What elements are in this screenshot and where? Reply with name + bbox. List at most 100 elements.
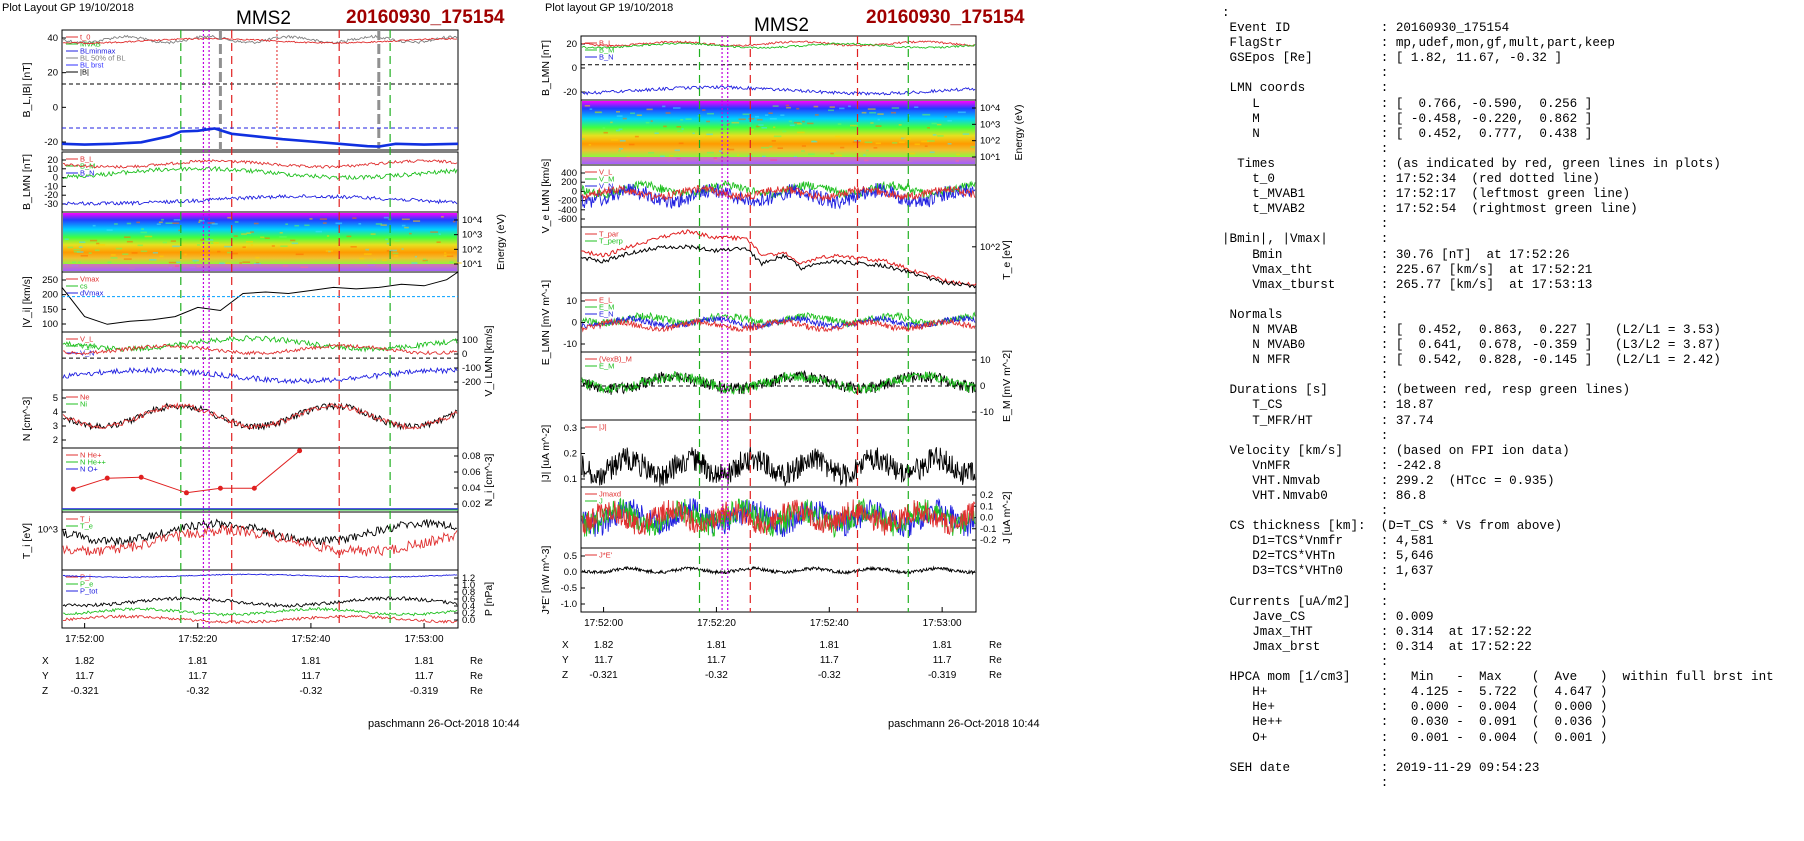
spectrogram-texture [149,259,157,261]
spectrogram-texture [234,221,239,223]
spectrogram-texture [937,135,944,137]
y-tick-label: 0 [980,381,985,392]
he-plus-plus-point [138,474,144,480]
spectrogram-texture [947,143,952,145]
spectrogram-texture [449,261,454,263]
spectrogram-texture [162,241,167,244]
position-value: -0.321 [70,686,99,697]
y-tick-label: 3 [53,421,58,432]
spectrogram-texture [648,152,655,154]
spectrogram-texture [756,125,760,128]
legend-entry: E_M [599,303,614,312]
info-line: FlagStr : mp,udef,mon,gf,mult,part,keep [1222,36,1615,51]
position-value: -0.321 [589,670,618,681]
spectrogram-texture [645,121,650,124]
y-tick-label: 10 [47,164,58,175]
spectrogram-texture [761,127,767,129]
y-axis-label: B_L,|B| [nT] [21,62,33,117]
spectrogram-texture [869,111,877,114]
energy-spectrogram [63,213,457,271]
spectrogram-texture [380,224,387,226]
spectrogram-texture [290,239,296,242]
spectrogram-texture [423,258,427,261]
legend-entry: B_L [599,39,612,48]
spectrogram-texture [319,218,327,220]
x-tick-label: 17:52:40 [810,618,849,629]
spectrogram-texture [852,141,861,143]
spectrogram-texture [615,129,621,132]
middle-footer: paschmann 26-Oct-2018 10:44 [888,718,1040,730]
spectrogram-texture [211,223,218,225]
y-tick-label: 0.6 [462,594,475,605]
position-unit: Re [470,656,483,667]
x-tick-label: 17:53:00 [923,618,962,629]
info-line: : [1222,428,1389,443]
y-tick-label: 20 [566,39,577,50]
spectrogram-texture [861,111,867,114]
legend-entry: E_L [599,296,612,305]
legend-entry: J*E' [599,551,613,560]
spectrogram-texture [264,237,270,239]
spectrogram-texture [365,248,369,251]
spectrogram-texture [582,138,585,140]
he-plus-plus-point [183,490,189,496]
spectrogram-texture [165,222,173,224]
spectrogram-texture [322,222,327,224]
legend-entry: B_M [599,46,614,55]
spectrogram-texture [956,153,960,156]
legend-entry: E_N [599,310,614,319]
y-tick-label: 5 [53,393,58,404]
spectrogram-texture [947,120,952,122]
info-line: : [1222,655,1389,670]
y-tick-label: 100 [42,319,58,330]
spectrogram-texture [78,261,81,264]
info-line: |Bmin|, |Vmax| : [1222,232,1389,247]
position-row-label: X [562,640,569,651]
position-value: 1.81 [707,640,727,651]
info-line: Jave_CS : 0.009 [1222,609,1434,624]
spectrogram-texture [674,149,680,152]
legend-entry: B_L [80,155,93,164]
spectrogram-texture [210,242,214,244]
info-line: T_CS : 18.87 [1222,398,1434,413]
y-tick-label: 0.2 [564,449,577,460]
y-tick-label: 0.2 [462,608,475,619]
spectrogram-texture [178,229,182,232]
y-tick-label: 20 [47,155,58,166]
info-line: : [1222,504,1389,519]
y-tick-label: 0.06 [462,467,481,478]
spectrogram-texture [373,258,376,261]
panel-frame [61,271,459,333]
info-line: He+ : 0.000 - 0.004 ( 0.000 ) [1222,700,1608,715]
spectrogram-texture [830,150,836,152]
position-value: 1.81 [932,640,952,651]
spectrogram-texture [750,128,754,131]
spectrogram-texture [802,120,805,123]
legend-entry: BL brst [80,61,104,70]
he-plus-plus-point [297,448,303,454]
position-value: 1.81 [820,640,840,651]
spectrogram-texture [622,117,627,120]
event-info-panel: : Event ID : 20160930_175154 FlagStr : m… [1222,6,1800,796]
spectrogram-texture [197,244,201,246]
info-line: D2=TCS*VHTn : 5,646 [1222,549,1434,564]
spectrogram-texture [789,124,795,127]
spectrogram-texture [223,262,231,264]
spectrogram-texture [200,239,205,241]
y-axis-label: J [uA m^-2] [1001,491,1013,543]
y-tick-label: -100 [462,363,481,374]
spectrogram-texture [927,140,935,142]
spectrogram-texture [280,245,288,247]
legend-entry: T_par [599,230,619,239]
series-line [63,343,458,356]
spectrogram-texture [867,108,876,110]
spectrogram-texture [731,121,740,124]
y-tick-label: -0.5 [561,583,577,594]
spectrogram-texture [156,223,161,225]
spectrogram-texture [140,250,148,253]
spectrogram-texture [761,146,769,149]
info-line: N : [ 0.452, 0.777, 0.438 ] [1222,126,1593,141]
legend-entry: J [599,497,603,506]
spectrogram-texture [436,241,441,243]
